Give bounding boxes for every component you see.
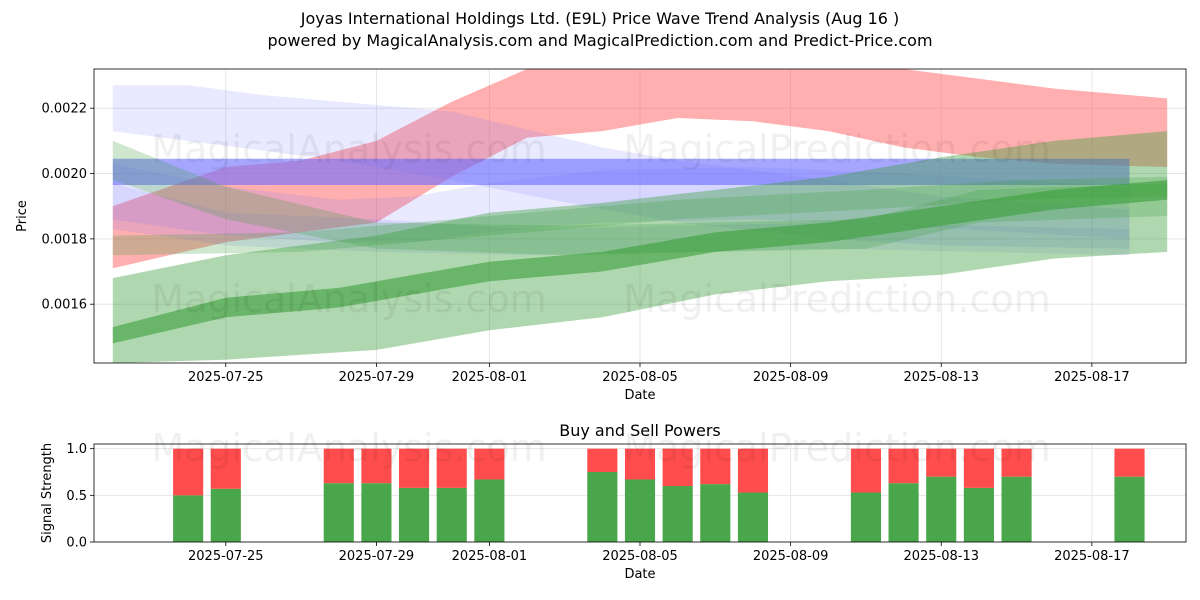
buy-power-bar xyxy=(323,483,354,542)
buy-power-bar xyxy=(587,472,618,542)
sell-power-bar xyxy=(888,448,919,484)
buy-power-bar xyxy=(662,486,693,542)
price-x-tick-label: 2025-08-01 xyxy=(452,370,528,385)
watermark-text: MagicalPrediction.com xyxy=(623,127,1051,171)
buy-power-bar xyxy=(436,487,467,542)
wave-band-green xyxy=(112,176,1168,256)
signal-y-axis-label: Signal Strength xyxy=(40,443,55,543)
sell-power-bar xyxy=(1114,448,1145,477)
signal-x-tick-label: 2025-07-25 xyxy=(188,549,264,564)
price-x-tick-label: 2025-08-13 xyxy=(903,370,979,385)
sell-power-bar xyxy=(399,448,430,488)
buy-power-bar xyxy=(700,484,731,542)
buy-power-bar xyxy=(361,483,392,542)
buy-sell-power-chart: 2025-07-25 2025-07-29 2025-08-01 2025-08-05… xyxy=(40,421,1187,582)
buy-power-bar xyxy=(474,479,505,542)
signal-x-tick-label: 2025-08-05 xyxy=(602,549,678,564)
buy-power-bar xyxy=(888,483,919,542)
buy-power-bar xyxy=(624,479,656,542)
price-x-axis-label: Date xyxy=(624,388,655,403)
buy-power-bar xyxy=(1114,476,1145,542)
price-y-tick-label: 0.0020 xyxy=(42,167,88,182)
watermark-text: MagicalPrediction.com xyxy=(623,426,1051,470)
price-x-tick-label: 2025-08-17 xyxy=(1054,370,1130,385)
wave-band-green xyxy=(112,140,1168,256)
price-x-tick-label: 2025-08-09 xyxy=(753,370,829,385)
sell-power-bar xyxy=(173,448,204,496)
sell-power-bar xyxy=(926,448,957,477)
signal-y-tick-label: 1.0 xyxy=(66,442,87,457)
chart-title: Joyas International Holdings Ltd. (E9L) … xyxy=(300,9,900,28)
signal-x-tick-label: 2025-08-01 xyxy=(452,549,528,564)
sell-power-bar xyxy=(210,448,241,489)
sell-power-bar xyxy=(361,448,392,484)
sell-power-bar xyxy=(737,448,769,493)
signal-x-tick-label: 2025-08-17 xyxy=(1054,549,1130,564)
signal-x-axis-label: Date xyxy=(624,567,655,582)
sell-power-bar xyxy=(963,448,994,488)
wave-band-blue xyxy=(112,183,1130,256)
price-y-tick-label: 0.0022 xyxy=(42,102,88,117)
buy-power-bar xyxy=(173,495,204,542)
price-x-tick-label: 2025-07-25 xyxy=(188,370,264,385)
price-x-tick-label: 2025-08-05 xyxy=(602,370,678,385)
buy-power-bar xyxy=(963,487,994,542)
signal-title: Buy and Sell Powers xyxy=(559,421,721,440)
signal-y-tick-label: 0.5 xyxy=(66,489,87,504)
sell-power-bar xyxy=(700,448,731,485)
signal-plot-frame xyxy=(93,443,1187,543)
price-x-tick-label: 2025-07-29 xyxy=(339,370,415,385)
buy-power-bar xyxy=(1001,476,1032,542)
wave-band-green xyxy=(112,180,1168,344)
price-y-tick-label: 0.0016 xyxy=(42,298,88,313)
watermark-text: MagicalAnalysis.com xyxy=(151,127,546,171)
sell-power-bar xyxy=(624,448,656,480)
sell-power-bar xyxy=(323,448,354,484)
watermark-text: MagicalAnalysis.com xyxy=(151,426,546,470)
sell-power-bar xyxy=(662,448,693,486)
signal-x-tick-label: 2025-08-13 xyxy=(903,549,979,564)
chart-subtitle: powered by MagicalAnalysis.com and Magic… xyxy=(267,31,933,50)
watermark-text: MagicalPrediction.com xyxy=(623,277,1051,321)
sell-power-bar xyxy=(474,448,505,480)
sell-power-bar xyxy=(1001,448,1032,477)
sell-power-bar xyxy=(587,448,618,472)
buy-power-bar xyxy=(399,487,430,542)
buy-power-bar xyxy=(926,476,957,542)
signal-x-tick-label: 2025-07-29 xyxy=(339,549,415,564)
buy-power-bar xyxy=(210,488,241,542)
price-plot-frame xyxy=(93,68,1187,364)
price-wave-chart: 2025-07-25 2025-07-29 2025-08-01 2025-08-05… xyxy=(15,68,1187,403)
price-y-tick-label: 0.0018 xyxy=(42,232,88,247)
wave-band-blue xyxy=(112,85,1130,249)
buy-power-bar xyxy=(737,492,769,542)
watermark-text: MagicalAnalysis.com xyxy=(151,277,546,321)
sell-power-bar xyxy=(436,448,467,488)
signal-x-tick-label: 2025-08-09 xyxy=(753,549,829,564)
sell-power-bar xyxy=(850,448,881,493)
wave-band-blue xyxy=(112,158,1130,185)
buy-power-bar xyxy=(850,492,881,542)
signal-y-tick-label: 0.0 xyxy=(66,536,87,551)
price-y-axis-label: Price xyxy=(15,200,30,232)
wave-band-red xyxy=(112,69,1168,269)
